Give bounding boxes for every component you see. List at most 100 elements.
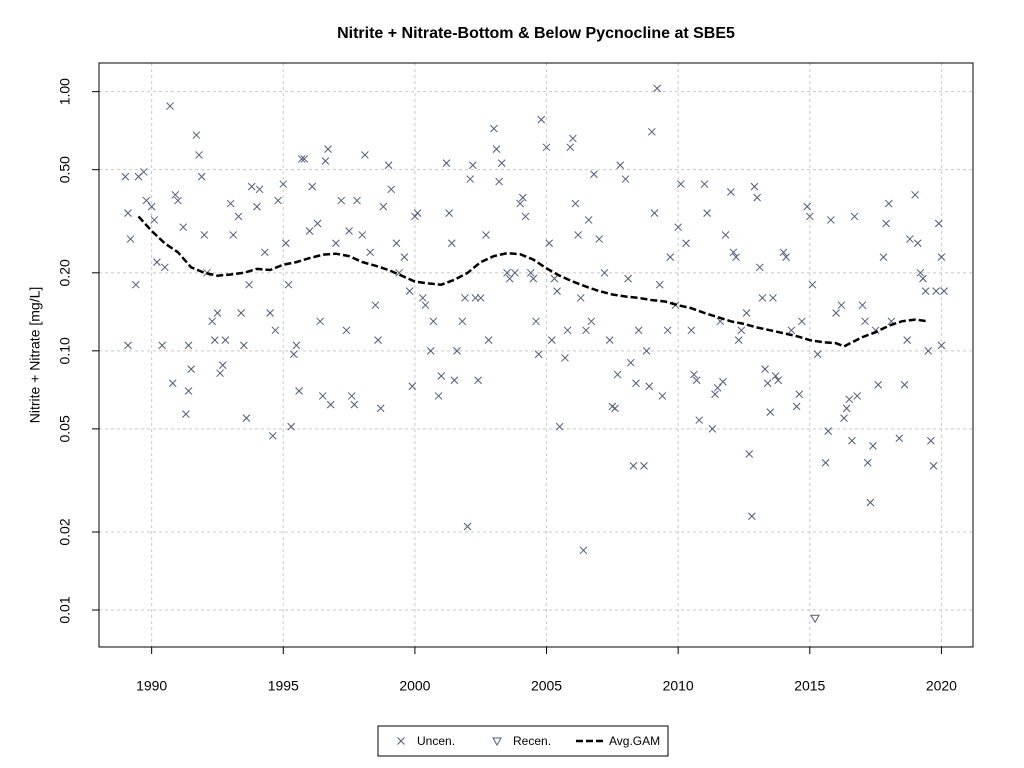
x-stroke xyxy=(174,196,182,205)
x-stroke xyxy=(769,294,777,302)
data-point xyxy=(842,404,851,413)
data-point xyxy=(324,145,332,154)
data-point xyxy=(208,317,217,326)
data-point xyxy=(447,239,456,248)
data-point xyxy=(200,231,209,239)
x-stroke xyxy=(676,180,685,188)
x-stroke xyxy=(874,380,883,389)
data-point xyxy=(229,231,238,239)
data-point xyxy=(326,400,335,409)
data-point xyxy=(626,358,635,367)
x-stroke xyxy=(837,301,846,310)
data-point xyxy=(611,404,619,413)
x-stroke xyxy=(503,268,511,277)
x-stroke xyxy=(782,253,790,261)
x-stroke xyxy=(729,248,738,257)
data-point xyxy=(442,159,451,167)
data-point xyxy=(216,369,224,378)
x-stroke xyxy=(266,309,274,317)
data-point xyxy=(242,414,251,422)
x-stroke xyxy=(518,193,527,202)
x-stroke xyxy=(332,239,340,248)
x-stroke xyxy=(713,383,722,392)
x-stroke xyxy=(453,346,461,355)
x-stroke xyxy=(805,212,814,221)
data-point xyxy=(516,199,525,208)
data-point xyxy=(634,326,643,335)
data-point xyxy=(932,287,940,295)
data-point xyxy=(761,365,769,373)
data-point xyxy=(492,145,501,154)
legend-label: Uncen. xyxy=(417,734,455,748)
data-point xyxy=(521,212,530,221)
data-point xyxy=(721,231,730,239)
data-point xyxy=(245,280,253,289)
legend-label: Avg.GAM xyxy=(609,734,660,748)
x-stroke xyxy=(634,326,643,335)
x-stroke xyxy=(400,253,409,261)
x-stroke xyxy=(927,436,935,445)
x-stroke xyxy=(468,161,477,170)
x-stroke xyxy=(200,231,209,239)
x-stroke xyxy=(237,309,246,317)
x-stroke xyxy=(208,317,217,326)
data-point xyxy=(179,223,188,232)
data-point xyxy=(392,239,401,248)
data-point xyxy=(563,326,572,335)
data-point xyxy=(192,131,201,139)
x-stroke xyxy=(821,458,830,467)
data-point xyxy=(345,227,353,235)
data-point xyxy=(782,253,790,261)
x-stroke xyxy=(282,239,290,248)
x-stroke xyxy=(350,400,359,409)
x-stroke xyxy=(808,280,817,289)
data-point xyxy=(532,317,540,326)
legend-box xyxy=(377,725,669,757)
data-point xyxy=(745,450,754,458)
data-point xyxy=(937,253,946,261)
x-stroke xyxy=(771,372,780,380)
x-tick-label: 2010 xyxy=(663,678,694,694)
data-point xyxy=(708,425,717,433)
data-point xyxy=(153,258,161,266)
data-point xyxy=(850,212,859,221)
x-stroke xyxy=(210,336,219,344)
x-stroke xyxy=(626,358,635,367)
data-point xyxy=(903,336,912,344)
x-stroke xyxy=(542,143,551,152)
x-stroke xyxy=(268,431,277,440)
x-stroke xyxy=(411,212,419,221)
x-stroke xyxy=(616,161,625,170)
x-stroke xyxy=(903,336,912,344)
x-stroke xyxy=(779,248,788,257)
data-point xyxy=(911,190,919,199)
data-point xyxy=(318,392,327,400)
x-stroke xyxy=(674,223,683,232)
x-stroke xyxy=(642,346,651,355)
data-point xyxy=(429,317,438,326)
data-point xyxy=(879,253,888,261)
x-stroke xyxy=(353,196,361,205)
data-point xyxy=(287,422,296,431)
data-point xyxy=(284,280,293,289)
data-point xyxy=(255,185,264,194)
data-point xyxy=(769,294,777,302)
data-point xyxy=(297,155,306,163)
legend-entry: Recen. xyxy=(492,734,551,748)
data-point xyxy=(342,326,351,335)
x-stroke xyxy=(321,157,330,165)
data-point xyxy=(408,382,417,391)
x-stroke xyxy=(124,209,132,217)
x-stroke xyxy=(289,350,298,359)
x-tick-label: 2000 xyxy=(399,678,430,694)
data-point xyxy=(361,151,369,159)
x-stroke xyxy=(300,155,309,163)
data-point xyxy=(853,392,862,400)
data-point xyxy=(463,522,472,531)
data-point xyxy=(810,614,820,624)
x-stroke xyxy=(313,219,322,228)
data-point xyxy=(158,341,167,350)
data-point xyxy=(321,157,330,165)
data-point xyxy=(503,268,511,277)
y-tick-label: 0.20 xyxy=(57,259,73,286)
